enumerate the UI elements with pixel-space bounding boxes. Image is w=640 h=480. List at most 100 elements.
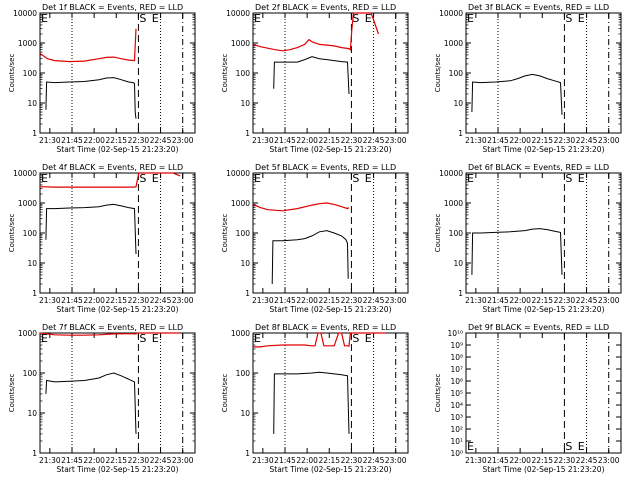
x-axis-label: Start Time (02-Sep-15 21:23:20) <box>57 465 179 474</box>
y-tick-label: 1000 <box>444 199 463 208</box>
y-tick-label: 100 <box>449 229 464 238</box>
marker-letter: S <box>352 12 359 25</box>
x-tick-label: 22:15 <box>318 296 340 305</box>
plot-frame <box>252 12 409 134</box>
x-tick-label: 22:45 <box>150 136 172 145</box>
x-tick-label: 22:15 <box>531 456 553 465</box>
x-tick-label: 22:30 <box>128 456 150 465</box>
marker-letter: S <box>352 332 359 345</box>
chart-title: Det 4f BLACK = Events, RED = LLD <box>42 163 183 172</box>
y-tick-label: 10000 <box>13 169 37 178</box>
x-tick-label: 22:00 <box>296 136 318 145</box>
y-axis-label: Counts/sec <box>8 214 16 253</box>
x-tick-label: 22:15 <box>318 136 340 145</box>
x-tick-label: 21:30 <box>252 136 274 145</box>
y-tick-label: 10 <box>27 259 37 268</box>
marker-letter: S <box>139 12 146 25</box>
x-tick-label: 21:30 <box>465 296 487 305</box>
marker-letter: E <box>365 172 372 185</box>
y-tick-label: 10 <box>240 259 250 268</box>
x-tick-label: 22:15 <box>105 296 127 305</box>
y-tick-label: 10 <box>240 99 250 108</box>
x-tick-label: 22:30 <box>341 296 363 305</box>
marker-letter: E <box>41 332 48 345</box>
x-axis-label: Start Time (02-Sep-15 21:23:20) <box>483 465 605 474</box>
y-tick-label: 1000 <box>231 39 250 48</box>
x-axis-label: Start Time (02-Sep-15 21:23:20) <box>270 305 392 314</box>
x-tick-label: 21:30 <box>39 136 61 145</box>
x-tick-label: 22:30 <box>341 136 363 145</box>
events-series-line <box>45 372 137 434</box>
marker-letter: E <box>254 172 261 185</box>
x-tick-label: 21:45 <box>487 296 509 305</box>
y-tick-label: 10⁷ <box>450 365 463 374</box>
x-tick-label: 22:15 <box>531 296 553 305</box>
events-series-line <box>271 230 349 285</box>
x-tick-label: 22:30 <box>341 456 363 465</box>
marker-letter: E <box>41 12 48 25</box>
events-series-line <box>471 228 563 275</box>
y-tick-label: 1 <box>245 129 250 138</box>
chart-title: Det 7f BLACK = Events, RED = LLD <box>42 323 183 332</box>
x-tick-label: 21:30 <box>465 456 487 465</box>
y-tick-label: 1 <box>32 129 37 138</box>
y-tick-label: 1000 <box>231 199 250 208</box>
x-tick-label: 22:00 <box>83 296 105 305</box>
y-tick-label: 100 <box>236 69 251 78</box>
x-tick-label: 22:30 <box>554 296 576 305</box>
y-tick-label: 10 <box>27 409 37 418</box>
y-axis-label: Counts/sec <box>434 54 442 93</box>
x-tick-label: 22:00 <box>296 296 318 305</box>
x-tick-label: 23:00 <box>385 456 407 465</box>
x-axis-label: Start Time (02-Sep-15 21:23:20) <box>57 305 179 314</box>
x-tick-label: 22:15 <box>105 456 127 465</box>
x-tick-label: 21:45 <box>274 296 296 305</box>
x-tick-label: 21:30 <box>252 456 274 465</box>
marker-letter: S <box>352 172 359 185</box>
x-axis-label: Start Time (02-Sep-15 21:23:20) <box>270 145 392 154</box>
y-tick-label: 10⁵ <box>450 389 463 398</box>
y-tick-label: 1 <box>245 289 250 298</box>
x-axis-label: Start Time (02-Sep-15 21:23:20) <box>483 145 605 154</box>
marker-letter: E <box>152 332 159 345</box>
y-tick-label: 1 <box>458 289 463 298</box>
y-tick-label: 1000 <box>18 199 37 208</box>
x-tick-label: 21:45 <box>61 136 83 145</box>
y-tick-label: 1 <box>32 449 37 458</box>
x-tick-label: 23:00 <box>172 456 194 465</box>
events-series-line <box>273 56 350 95</box>
lld-series-line <box>253 332 386 348</box>
marker-letter: E <box>467 172 474 185</box>
x-tick-label: 22:15 <box>318 456 340 465</box>
plot-frame <box>465 12 622 134</box>
x-tick-label: 23:00 <box>385 296 407 305</box>
x-tick-label: 22:30 <box>554 456 576 465</box>
marker-letter: S <box>139 332 146 345</box>
events-series-line <box>471 73 563 115</box>
y-tick-label: 10⁸ <box>450 353 463 362</box>
y-tick-label: 10 <box>240 409 250 418</box>
y-tick-label: 10⁹ <box>450 341 463 350</box>
x-tick-label: 21:45 <box>274 456 296 465</box>
marker-letter: E <box>467 440 474 453</box>
y-axis-label: Counts/sec <box>434 214 442 253</box>
y-tick-label: 10000 <box>226 169 250 178</box>
x-tick-label: 23:00 <box>598 456 620 465</box>
x-tick-label: 23:00 <box>598 136 620 145</box>
events-series-line <box>273 371 350 434</box>
x-tick-label: 22:45 <box>363 296 385 305</box>
x-tick-label: 22:45 <box>363 136 385 145</box>
x-tick-label: 22:45 <box>576 456 598 465</box>
x-tick-label: 22:15 <box>531 136 553 145</box>
y-tick-label: 100 <box>236 229 251 238</box>
x-tick-label: 22:00 <box>296 456 318 465</box>
y-axis-label: Counts/sec <box>221 214 229 253</box>
events-series-line <box>45 77 137 119</box>
y-tick-label: 10¹ <box>450 437 463 446</box>
x-tick-label: 22:45 <box>150 456 172 465</box>
plot-frame <box>39 12 196 134</box>
lld-series-line <box>252 202 350 212</box>
y-tick-label: 10³ <box>450 413 463 422</box>
